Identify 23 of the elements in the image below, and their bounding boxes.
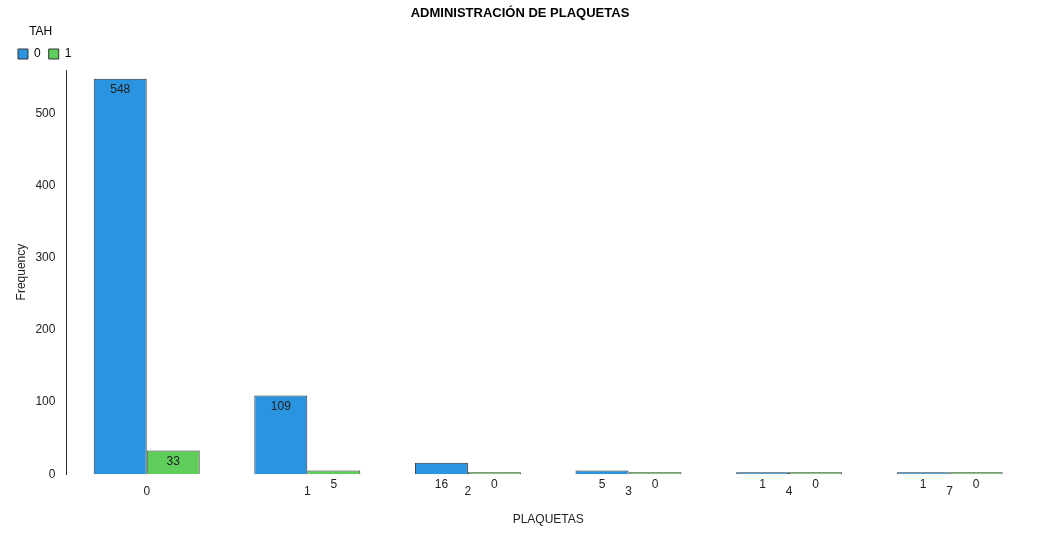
y-tick-label: 300 [35, 249, 56, 264]
y-tick-label: 0 [48, 466, 56, 481]
y-tick-label: 500 [35, 105, 56, 120]
y-tick-label: 100 [35, 394, 56, 409]
data-label: 5 [330, 476, 338, 491]
x-tick-label: 7 [946, 483, 954, 498]
x-tick-label: 3 [625, 483, 633, 498]
x-tick-label: 4 [785, 483, 793, 498]
legend-title: TAH [29, 23, 53, 38]
y-axis-title: Frequency [13, 243, 28, 301]
y-tick-label: 400 [35, 177, 56, 192]
data-label: 109 [270, 398, 292, 413]
y-tick-label: 200 [35, 322, 56, 337]
legend-label: 1 [64, 46, 72, 61]
data-label: 5 [598, 476, 606, 491]
x-tick-label: 0 [143, 483, 151, 498]
x-axis-title: PLAQUETAS [512, 512, 584, 527]
x-tick-label: 2 [464, 483, 472, 498]
data-label: 548 [110, 81, 131, 96]
data-label: 16 [434, 476, 449, 491]
data-label: 33 [166, 453, 181, 468]
chart-title: ADMINISTRACIÓN DE PLAQUETAS [410, 5, 630, 21]
x-tick-label: 1 [303, 483, 311, 498]
